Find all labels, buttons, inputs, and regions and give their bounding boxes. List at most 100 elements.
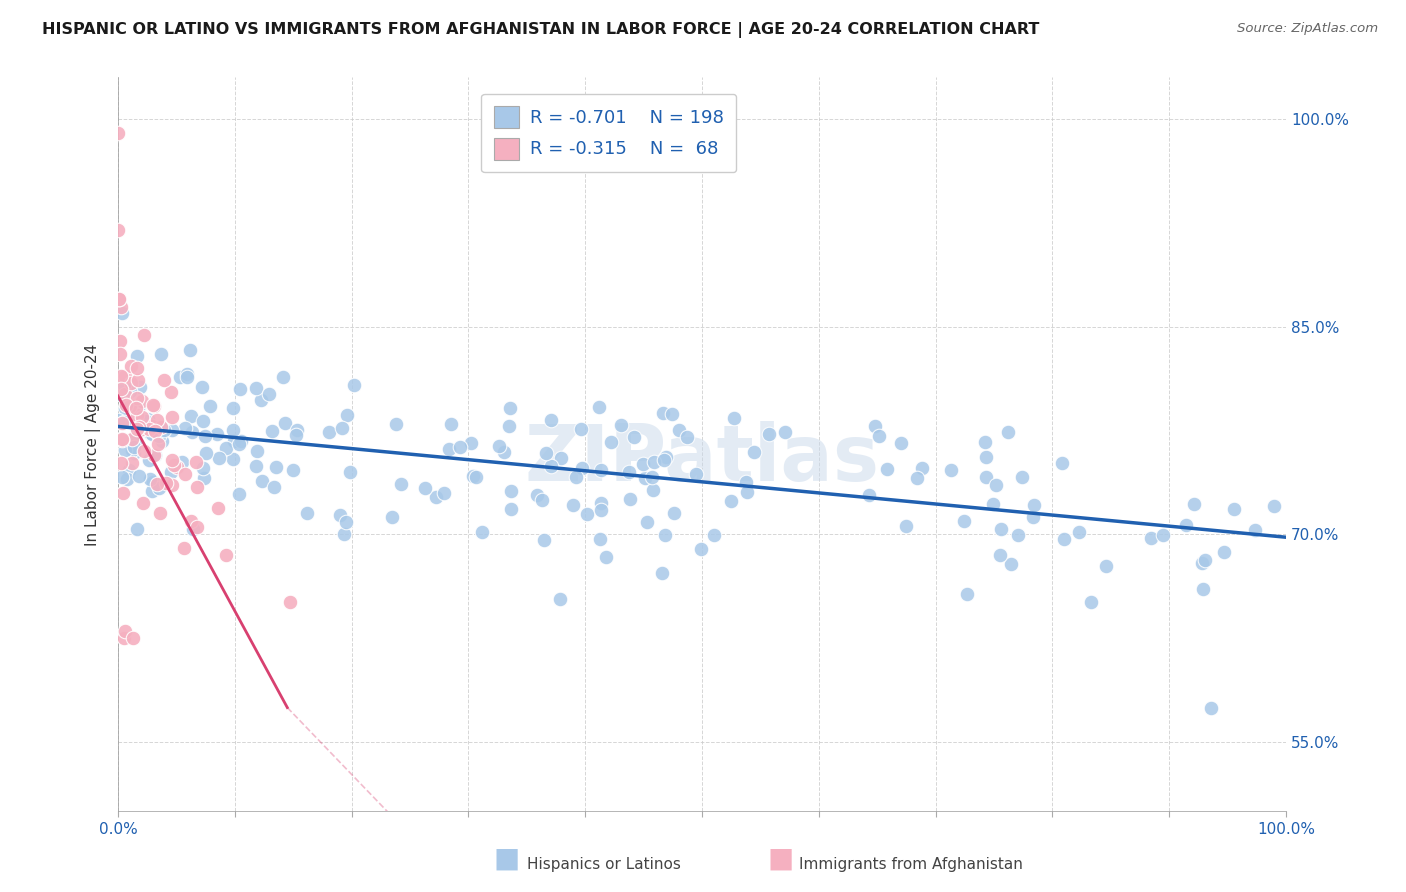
Point — [1194, 552, 1216, 566]
Point — [228, 487, 250, 501]
Point — [132, 443, 155, 458]
Point — [534, 446, 557, 460]
Point — [138, 453, 160, 467]
Point — [703, 528, 725, 542]
Point — [526, 488, 548, 502]
Point — [111, 470, 134, 484]
Point — [1152, 527, 1174, 541]
Point — [159, 465, 181, 479]
Point — [146, 437, 169, 451]
Point — [107, 126, 129, 140]
Point — [330, 421, 353, 435]
Point — [589, 463, 612, 477]
Point — [440, 417, 463, 432]
Point — [668, 423, 690, 437]
Point — [890, 435, 912, 450]
Point — [107, 292, 129, 306]
Point — [285, 423, 308, 437]
Point — [114, 398, 136, 412]
Point — [550, 451, 572, 466]
Point — [193, 471, 215, 485]
Text: Source: ZipAtlas.com: Source: ZipAtlas.com — [1237, 22, 1378, 36]
Point — [499, 401, 522, 415]
Point — [540, 458, 562, 473]
Point — [339, 466, 361, 480]
Point — [285, 427, 308, 442]
Point — [176, 367, 198, 381]
Point — [127, 373, 149, 387]
Point — [120, 399, 142, 413]
Point — [125, 425, 148, 440]
Point — [654, 528, 676, 542]
Point — [143, 448, 166, 462]
Point — [141, 426, 163, 441]
Point — [121, 433, 143, 447]
Point — [250, 475, 273, 489]
Point — [146, 477, 169, 491]
Point — [179, 343, 201, 358]
Legend: R = -0.701    N = 198, R = -0.315    N =  68: R = -0.701 N = 198, R = -0.315 N = 68 — [481, 94, 737, 172]
Point — [1182, 497, 1205, 511]
Point — [148, 429, 170, 443]
Point — [160, 409, 183, 424]
Point — [108, 334, 131, 348]
Point — [941, 463, 963, 477]
Point — [111, 432, 134, 446]
Point — [858, 488, 880, 502]
Point — [1050, 456, 1073, 470]
Point — [643, 455, 665, 469]
Point — [868, 429, 890, 443]
Point — [162, 452, 184, 467]
Point — [125, 349, 148, 363]
Point — [115, 472, 138, 486]
Point — [107, 223, 129, 237]
Point — [643, 483, 665, 497]
Point — [742, 445, 765, 459]
Point — [531, 493, 554, 508]
Point — [160, 423, 183, 437]
Point — [173, 541, 195, 555]
Text: ■: ■ — [768, 845, 793, 872]
Point — [461, 468, 484, 483]
Point — [425, 490, 447, 504]
Point — [170, 455, 193, 469]
Point — [720, 493, 742, 508]
Point — [176, 370, 198, 384]
Point — [122, 446, 145, 460]
Point — [224, 434, 246, 448]
Point — [281, 463, 304, 477]
Point — [636, 515, 658, 529]
Point — [381, 509, 404, 524]
Point — [180, 409, 202, 423]
Point — [562, 498, 585, 512]
Point — [112, 415, 135, 429]
Point — [143, 399, 166, 413]
Point — [758, 427, 780, 442]
Text: ■: ■ — [494, 845, 519, 872]
Point — [128, 420, 150, 434]
Point — [215, 441, 238, 455]
Point — [128, 400, 150, 414]
Point — [229, 434, 252, 448]
Text: Hispanics or Latinos: Hispanics or Latinos — [527, 857, 681, 872]
Point — [548, 591, 571, 606]
Point — [651, 566, 673, 581]
Point — [181, 522, 204, 536]
Point — [617, 465, 640, 479]
Point — [132, 496, 155, 510]
Point — [488, 440, 510, 454]
Point — [278, 595, 301, 609]
Point — [198, 399, 221, 413]
Point — [195, 446, 218, 460]
Point — [1022, 498, 1045, 512]
Point — [565, 470, 588, 484]
Point — [1263, 500, 1285, 514]
Point — [222, 423, 245, 437]
Point — [128, 468, 150, 483]
Point — [501, 502, 523, 516]
Point — [125, 522, 148, 536]
Point — [150, 434, 173, 448]
Point — [125, 408, 148, 422]
Point — [492, 445, 515, 459]
Point — [896, 519, 918, 533]
